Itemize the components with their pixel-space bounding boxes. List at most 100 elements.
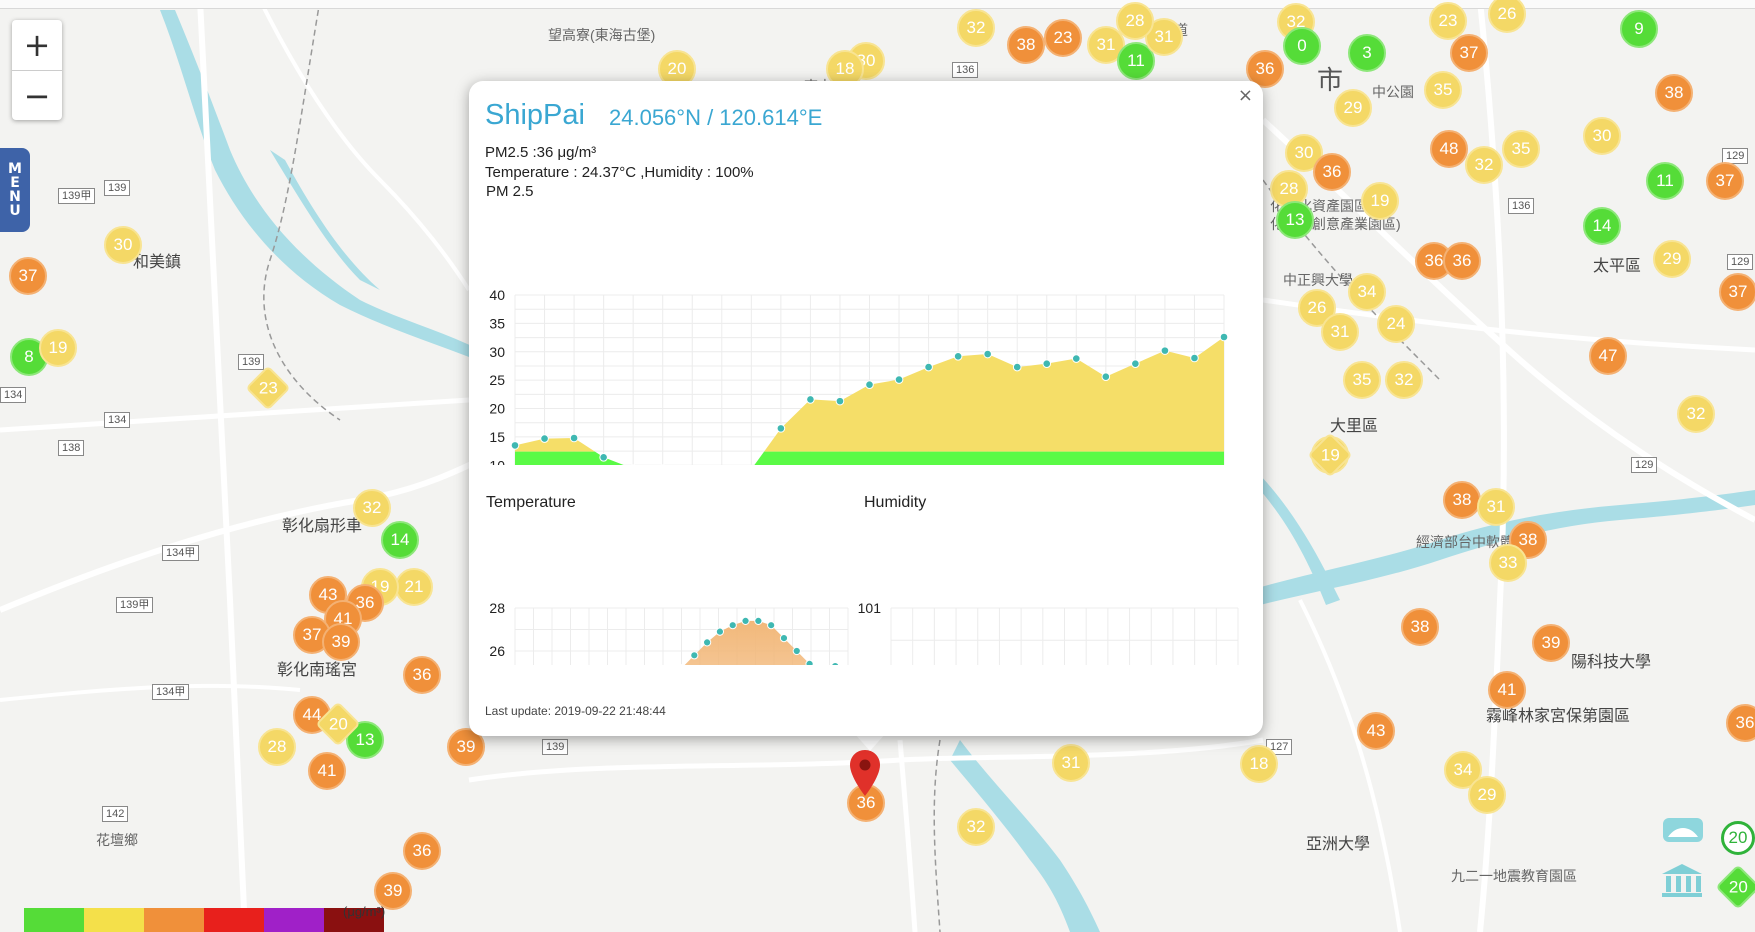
close-icon[interactable]: × <box>1237 85 1253 106</box>
sensor-marker[interactable]: 32 <box>957 9 995 47</box>
area-below-threshold <box>515 451 1224 465</box>
road-number-badge: 142 <box>102 806 129 822</box>
sensor-marker[interactable]: 38 <box>1401 608 1439 646</box>
sensor-marker[interactable]: 32 <box>957 808 995 846</box>
menu-tab[interactable]: M E N U <box>0 148 30 232</box>
sensor-marker[interactable]: 3 <box>1348 34 1386 72</box>
sensor-value: 31 <box>1154 27 1174 46</box>
sensor-marker[interactable]: 36 <box>1313 153 1351 191</box>
sensor-value: 36 <box>1735 713 1755 732</box>
sensor-marker[interactable]: 36 <box>403 656 441 694</box>
sensor-marker[interactable]: 34 <box>1348 273 1386 311</box>
sensor-marker[interactable]: 32 <box>353 489 391 527</box>
sensor-value: 24 <box>1386 314 1406 333</box>
sensor-marker[interactable]: 36 <box>1246 50 1284 88</box>
sensor-marker[interactable]: 29 <box>1468 776 1506 814</box>
sensor-marker[interactable]: 23 <box>1044 19 1082 57</box>
sensor-value: 31 <box>1330 322 1350 341</box>
sensor-marker[interactable]: 41 <box>308 752 346 790</box>
temperature-chart-title: Temperature <box>486 494 576 511</box>
sensor-marker[interactable]: 39 <box>322 623 360 661</box>
sensor-marker[interactable]: 35 <box>1343 361 1381 399</box>
data-point <box>779 634 789 643</box>
sensor-marker[interactable]: 21 <box>395 568 433 606</box>
sensor-marker[interactable]: 37 <box>1719 273 1755 311</box>
road-number-badge: 134 <box>104 412 131 428</box>
sensor-marker[interactable]: 11 <box>1646 162 1684 200</box>
museum-icon[interactable] <box>1660 862 1704 906</box>
sensor-marker[interactable]: 28 <box>1116 2 1154 40</box>
map-place-label: 太平區 <box>1593 258 1642 275</box>
sensor-marker[interactable]: 14 <box>1583 207 1621 245</box>
sensor-value: 31 <box>1061 753 1081 772</box>
sensor-value: 39 <box>331 632 351 651</box>
map-place-label: 花壇鄉 <box>96 832 138 848</box>
sensor-value: 32 <box>362 498 382 517</box>
y-tick-label: 28 <box>489 600 505 616</box>
pm25-legend <box>24 908 384 932</box>
zoom-out-button[interactable]: − <box>12 70 62 121</box>
sensor-value: 48 <box>1439 139 1459 158</box>
sensor-value: 32 <box>1394 370 1414 389</box>
sensor-marker[interactable]: 38 <box>1007 26 1045 64</box>
sensor-marker[interactable]: 37 <box>1706 162 1744 200</box>
sensor-marker[interactable]: 32 <box>1465 146 1503 184</box>
sensor-marker[interactable]: 31 <box>1052 744 1090 782</box>
road-number-badge: 139 <box>238 354 265 370</box>
sensor-marker[interactable]: 38 <box>1655 74 1693 112</box>
sensor-marker[interactable]: 30 <box>1583 117 1621 155</box>
sensor-marker[interactable]: 32 <box>1385 361 1423 399</box>
sensor-marker[interactable]: 41 <box>1488 671 1526 709</box>
sensor-marker[interactable]: 24 <box>1377 305 1415 343</box>
sensor-marker[interactable]: 33 <box>1489 544 1527 582</box>
sensor-marker[interactable]: 31 <box>1477 488 1515 526</box>
sensor-marker[interactable]: 39 <box>374 872 412 910</box>
sensor-marker[interactable]: 19 <box>1361 182 1399 220</box>
map-place-label: 霧峰林家宮保第園區 <box>1486 708 1631 725</box>
sensor-marker[interactable]: 35 <box>1424 71 1462 109</box>
sensor-marker[interactable]: 35 <box>1502 130 1540 168</box>
sensor-marker[interactable]: 18 <box>1240 745 1278 783</box>
station-name: ShipPai <box>485 99 585 131</box>
sensor-marker[interactable]: 0 <box>1283 27 1321 65</box>
sensor-marker[interactable]: 39 <box>1532 624 1570 662</box>
sensor-marker[interactable]: 28 <box>258 728 296 766</box>
sensor-marker[interactable]: 37 <box>9 257 47 295</box>
sensor-marker[interactable]: 32 <box>1277 3 1315 41</box>
sensor-marker[interactable]: 31 <box>1145 18 1183 56</box>
sensor-marker[interactable]: 14 <box>381 521 419 559</box>
sensor-marker[interactable]: 47 <box>1589 337 1627 375</box>
zoom-in-button[interactable]: + <box>23 26 51 64</box>
y-tick-label: 26 <box>489 643 505 659</box>
data-point <box>776 424 786 433</box>
sensor-marker[interactable]: 31 <box>1321 313 1359 351</box>
sensor-marker[interactable]: 23 <box>1429 2 1467 40</box>
sensor-marker[interactable]: 9 <box>1620 10 1658 48</box>
sensor-marker[interactable]: 13 <box>1276 201 1314 239</box>
map-place-label: 望高寮(東海古堡) <box>548 27 656 43</box>
sensor-value: 37 <box>18 266 38 285</box>
sensor-value: 20 <box>1728 828 1748 847</box>
sensor-marker[interactable]: 38 <box>1509 521 1547 559</box>
edge-sensor-marker[interactable]: 20 <box>1721 821 1755 855</box>
sensor-marker[interactable]: 19 <box>39 329 77 367</box>
sensor-marker[interactable]: 43 <box>1357 712 1395 750</box>
sensor-marker[interactable]: 48 <box>1430 130 1468 168</box>
sensor-marker[interactable]: 29 <box>1334 89 1372 127</box>
sensor-marker[interactable]: 32 <box>1677 395 1715 433</box>
data-point <box>1190 353 1199 363</box>
sensor-marker[interactable]: 29 <box>1653 240 1691 278</box>
sensor-marker[interactable]: 26 <box>1488 0 1526 33</box>
station-coordinates: 24.056°N / 120.614°E <box>609 105 823 130</box>
location-pin-icon[interactable] <box>849 750 881 801</box>
sensor-marker[interactable]: 37 <box>1450 34 1488 72</box>
sensor-marker[interactable]: 38 <box>1443 481 1481 519</box>
sensor-marker[interactable]: 36 <box>1726 704 1755 742</box>
layer-toggle-icon[interactable] <box>1662 815 1704 853</box>
road-number-badge: 134甲 <box>162 545 200 561</box>
sensor-marker[interactable]: 30 <box>104 226 142 264</box>
sensor-marker[interactable]: 36 <box>403 832 441 870</box>
sensor-marker[interactable]: 36 <box>1443 242 1481 280</box>
